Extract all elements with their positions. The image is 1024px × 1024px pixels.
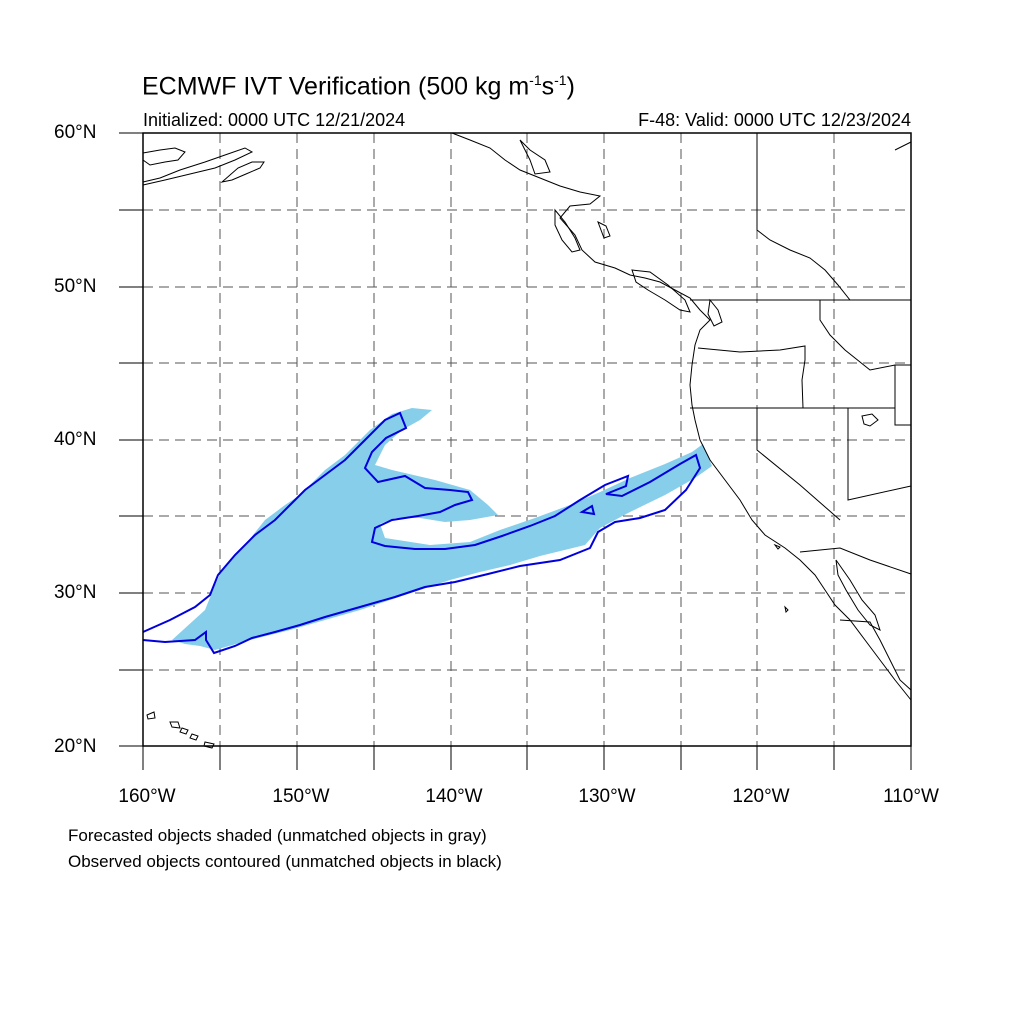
legend-forecast-note: Forecasted objects shaded (unmatched obj… [68,826,487,845]
map-ticks [119,132,912,770]
lat-label-20n: 20°N [54,736,97,757]
initialized-label: Initialized: 0000 UTC 12/21/2024 [143,110,406,130]
lon-label-150w: 150°W [272,786,330,807]
political-borders [690,133,912,575]
islands [146,413,879,749]
map-gridlines [143,133,911,746]
coastlines [142,132,912,701]
page-title: ECMWF IVT Verification (500 kg m-1s-1) [142,72,575,101]
lat-label-50n: 50°N [54,276,97,297]
lat-label-60n: 60°N [54,122,97,143]
lon-label-140w: 140°W [425,786,483,807]
valid-time-label: F-48: Valid: 0000 UTC 12/23/2024 [638,110,911,130]
observed-ivt-contour [142,411,702,655]
lon-label-160w: 160°W [118,786,176,807]
lon-label-110w: 110°W [883,786,939,807]
lon-label-130w: 130°W [578,786,636,807]
lon-label-120w: 120°W [732,786,790,807]
legend-observed-note: Observed objects contoured (unmatched ob… [68,852,502,871]
lat-label-40n: 40°N [54,429,97,450]
lat-label-30n: 30°N [54,582,97,603]
forecast-ivt-object [172,408,712,650]
